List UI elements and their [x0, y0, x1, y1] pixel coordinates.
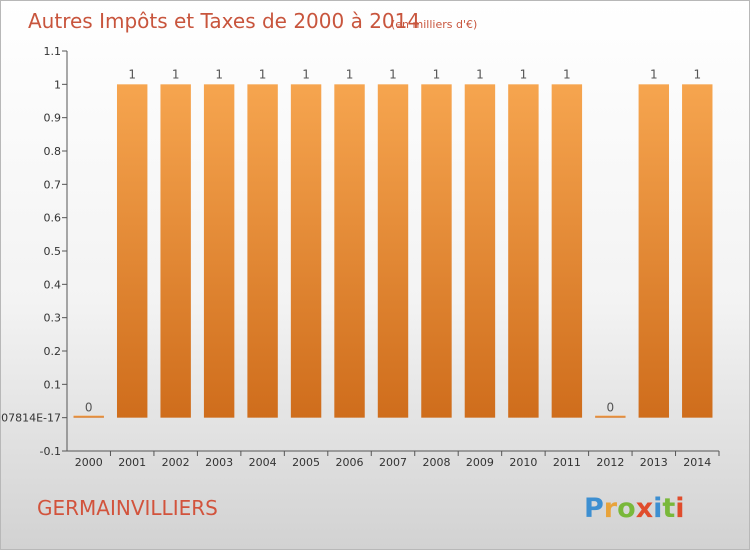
bar-2013[interactable] — [638, 84, 670, 418]
bar-2009[interactable] — [464, 84, 496, 418]
logo-letter: i — [675, 493, 684, 524]
data-label-2008: 1 — [433, 67, 441, 81]
data-label-2007: 1 — [389, 67, 397, 81]
bar-2001[interactable] — [116, 84, 148, 418]
y-tick-label: 0.8 — [44, 145, 62, 158]
chart-title: Autres Impôts et Taxes de 2000 à 2014 — [28, 9, 420, 33]
logo-letter: i — [653, 493, 662, 524]
data-label-2009: 1 — [476, 67, 484, 81]
data-label-2003: 1 — [215, 67, 223, 81]
y-tick-label: 0.2 — [44, 345, 62, 358]
y-tick-label: 0.6 — [44, 212, 62, 225]
bar-2011[interactable] — [551, 84, 583, 418]
bar-series — [73, 84, 713, 418]
y-tick-label: 0.1 — [44, 378, 62, 391]
y-tick-label: 1 — [54, 78, 61, 91]
data-label-2013: 1 — [650, 67, 658, 81]
data-label-2011: 1 — [563, 67, 571, 81]
logo-letter: P — [584, 493, 604, 524]
bar-2006[interactable] — [334, 84, 365, 418]
x-tick-label: 2007 — [379, 456, 407, 469]
y-tick-label: 0.7 — [44, 178, 62, 191]
bar-2005[interactable] — [290, 84, 322, 418]
data-label-2014: 1 — [693, 67, 701, 81]
bar-2012[interactable] — [595, 415, 626, 418]
x-tick-label: 2012 — [596, 456, 624, 469]
data-label-2004: 1 — [259, 67, 267, 81]
x-tick-label: 2002 — [162, 456, 190, 469]
data-label-2006: 1 — [346, 67, 354, 81]
y-tick-label: 0.3 — [44, 312, 62, 325]
x-tick-label: 2010 — [509, 456, 537, 469]
x-tick-label: 2014 — [683, 456, 711, 469]
x-tick-label: 2000 — [75, 456, 103, 469]
data-labels: 0 1 1 1 1 1 1 1 1 1 1 1 0 1 1 — [85, 67, 701, 414]
data-label-2002: 1 — [172, 67, 180, 81]
logo-letter: r — [604, 493, 618, 524]
chart-subtitle: (en milliers d'€) — [391, 18, 477, 31]
bar-2002[interactable] — [160, 84, 191, 418]
data-label-2012: 0 — [607, 401, 615, 415]
y-axis: -0.1 307814E-17 0.1 0.2 0.3 0.4 0.5 0.6 0.7 0.8 0.… — [1, 45, 68, 458]
y-tick-label: -0.1 — [40, 445, 61, 458]
y-tick-label: 307814E-17 — [1, 412, 61, 425]
bar-2007[interactable] — [377, 84, 409, 418]
x-tick-label: 2006 — [336, 456, 364, 469]
x-axis: 2000 2001 2002 2003 2004 2005 2006 2007 2008 2009… — [67, 450, 720, 469]
y-tick-label: 1.1 — [44, 45, 62, 58]
bar-2004[interactable] — [247, 84, 278, 418]
x-tick-label: 2003 — [205, 456, 233, 469]
bar-2003[interactable] — [203, 84, 235, 418]
x-tick-label: 2009 — [466, 456, 494, 469]
data-label-2005: 1 — [302, 67, 310, 81]
proxiti-logo[interactable]: Proxiti — [584, 493, 685, 524]
data-label-2000: 0 — [85, 401, 93, 415]
x-tick-label: 2008 — [422, 456, 450, 469]
logo-letter: t — [662, 493, 675, 524]
x-tick-label: 2013 — [640, 456, 668, 469]
logo-letter: o — [617, 493, 636, 524]
place-name: GERMAINVILLIERS — [37, 496, 218, 520]
x-tick-label: 2004 — [249, 456, 277, 469]
x-tick-label: 2011 — [553, 456, 581, 469]
y-tick-label: 0.9 — [44, 112, 62, 125]
y-tick-label: 0.4 — [44, 278, 62, 291]
bar-2008[interactable] — [421, 84, 452, 418]
bar-2000[interactable] — [73, 415, 104, 418]
logo-letter: x — [636, 493, 653, 524]
bar-2010[interactable] — [508, 84, 539, 418]
bar-2014[interactable] — [682, 84, 713, 418]
data-label-2001: 1 — [128, 67, 136, 81]
y-tick-label: 0.5 — [44, 245, 62, 258]
data-label-2010: 1 — [520, 67, 528, 81]
x-tick-label: 2001 — [118, 456, 146, 469]
x-tick-label: 2005 — [292, 456, 320, 469]
